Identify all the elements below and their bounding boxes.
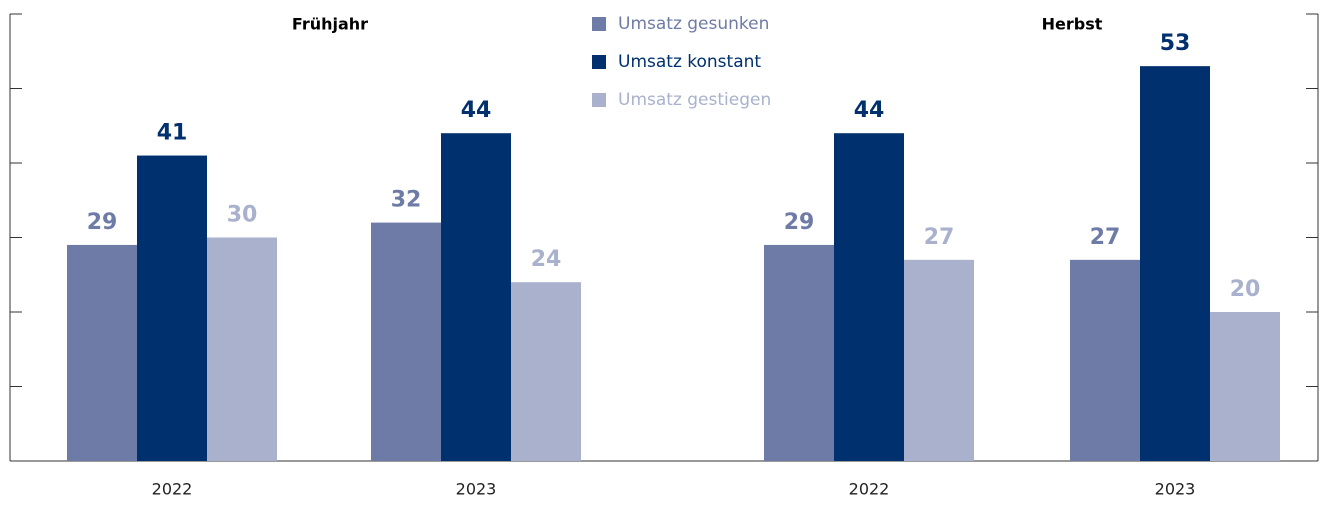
bar bbox=[834, 133, 904, 461]
legend-label: Umsatz gesunken bbox=[618, 14, 769, 34]
bar bbox=[67, 244, 137, 461]
bar bbox=[207, 237, 277, 461]
bar bbox=[1210, 312, 1280, 461]
value-label: 41 bbox=[157, 121, 188, 146]
value-label: 27 bbox=[1090, 225, 1121, 250]
group-label: Herbst bbox=[1042, 15, 1103, 34]
value-label: 32 bbox=[391, 188, 422, 213]
legend-swatch bbox=[592, 93, 606, 107]
bar bbox=[1070, 259, 1140, 461]
bar bbox=[764, 244, 834, 461]
x-tick-label: 2022 bbox=[849, 480, 890, 499]
value-label: 44 bbox=[854, 98, 885, 123]
bar bbox=[441, 133, 511, 461]
value-label: 24 bbox=[531, 247, 562, 272]
bar bbox=[1140, 66, 1210, 462]
legend-label: Umsatz konstant bbox=[618, 52, 761, 72]
x-tick-label: 2023 bbox=[456, 480, 497, 499]
bar bbox=[511, 282, 581, 461]
value-label: 20 bbox=[1230, 277, 1261, 302]
bar bbox=[371, 222, 441, 461]
x-tick-label: 2023 bbox=[1155, 480, 1196, 499]
value-label: 44 bbox=[461, 98, 492, 123]
value-label: 30 bbox=[227, 203, 258, 228]
x-tick-label: 2022 bbox=[152, 480, 193, 499]
value-label: 53 bbox=[1160, 31, 1191, 56]
bar bbox=[137, 155, 207, 462]
legend-swatch bbox=[592, 17, 606, 31]
value-label: 29 bbox=[784, 210, 815, 235]
legend-swatch bbox=[592, 55, 606, 69]
group-label: Frühjahr bbox=[292, 15, 368, 34]
bar bbox=[904, 259, 974, 461]
legend-label: Umsatz gestiegen bbox=[618, 90, 771, 110]
value-label: 27 bbox=[924, 225, 955, 250]
value-label: 29 bbox=[87, 210, 118, 235]
